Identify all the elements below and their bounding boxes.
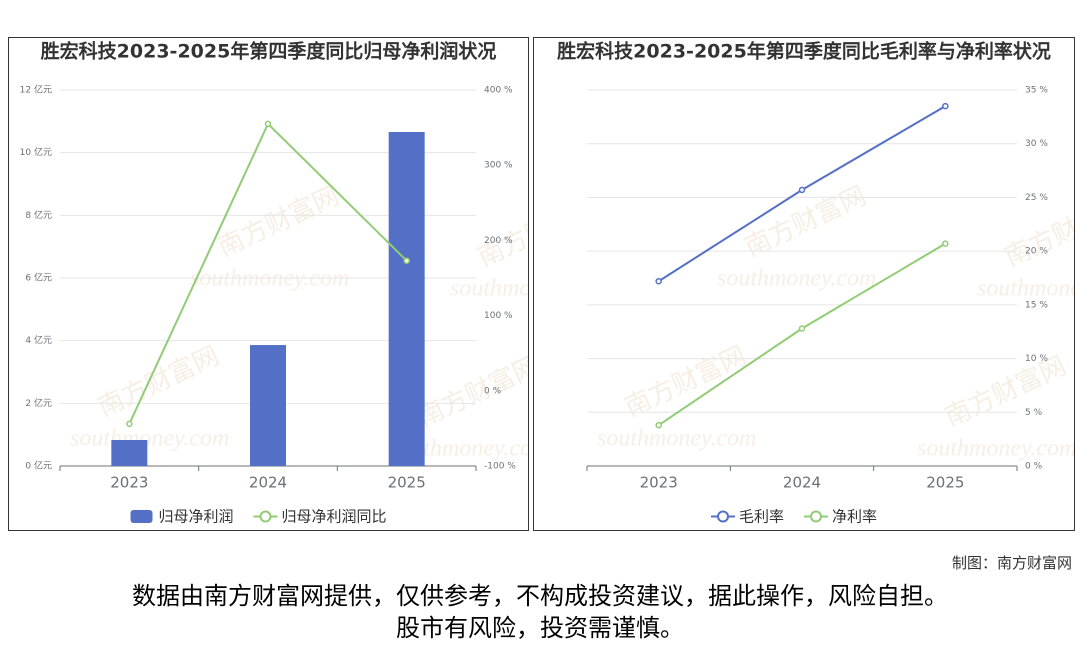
y2-tick-label: -100 %	[484, 462, 516, 472]
legend-swatch	[717, 510, 729, 523]
y2-tick-label: 400 %	[484, 86, 513, 96]
y-tick-label: 4 亿元	[25, 334, 52, 346]
credit: 制图：南方财富网	[951, 554, 1072, 572]
line-point	[942, 240, 949, 247]
y2-tick-label: 300 %	[484, 161, 513, 171]
line-point	[655, 421, 662, 429]
y2-tick-label: 0 %	[484, 386, 502, 396]
y-tick-label: 12 亿元	[20, 84, 52, 96]
y-tick-label: 0 亿元	[25, 460, 52, 472]
chart-title: 胜宏科技2023-2025年第四季度同比归母净利润状况	[41, 40, 497, 63]
y-tick-label: 10 亿元	[20, 146, 52, 158]
y-tick-label: 0 %	[1025, 462, 1043, 472]
line-point	[798, 325, 806, 332]
chart: 南方财富网 southmoney.com 南方财富网 southmoney.com 南方…	[20, 40, 609, 526]
y2-tick-label: 200 %	[484, 236, 513, 246]
line-point	[798, 186, 806, 194]
legend-label: 净利率	[832, 508, 877, 526]
x-tick-label: 2023	[640, 474, 678, 492]
legend-swatch	[259, 510, 272, 523]
chart-frame	[533, 37, 1075, 531]
watermark: southmoney.com	[450, 276, 609, 302]
line-point	[126, 420, 133, 428]
legend-label: 归母净利润同比	[282, 508, 387, 526]
watermark: southmoney.com	[717, 266, 876, 292]
y-tick-label: 2 亿元	[25, 397, 52, 409]
charts: 南方财富网 southmoney.com 南方财富网 southmoney.com 南方…	[8, 37, 1080, 531]
line-point	[655, 277, 662, 285]
legend-swatch	[810, 510, 822, 523]
chart-title: 胜宏科技2023-2025年第四季度同比毛利率与净利率状况	[557, 40, 1051, 63]
watermark: southmoney.com	[190, 266, 349, 292]
x-tick-label: 2024	[249, 474, 287, 492]
line-point	[264, 120, 272, 128]
legend-label: 归母净利润	[159, 508, 234, 526]
x-tick-label: 2023	[110, 474, 148, 492]
chart: 南方财富网 southmoney.com 南方财富网 southmoney.com 南方…	[557, 40, 1080, 526]
watermark: 南方财富网	[473, 191, 604, 273]
y-tick-label: 15 %	[1025, 300, 1048, 310]
chart-frame	[8, 37, 529, 531]
bar	[250, 345, 286, 466]
disclaimer-line: 数据由南方财富网提供，仅供参考，不构成投资建议，据此操作，风险自担。	[132, 582, 948, 610]
watermark: 南方财富网	[213, 181, 344, 263]
x-tick-label: 2025	[388, 474, 426, 492]
disclaimer-line: 股市有风险，投资需谨慎。	[396, 614, 684, 642]
watermark: southmoney.com	[917, 436, 1076, 462]
legend-swatch	[130, 510, 153, 523]
y-tick-label: 35 %	[1025, 86, 1048, 96]
watermark: 南方财富网	[1000, 191, 1080, 273]
line	[658, 105, 946, 283]
watermark: 南方财富网	[620, 341, 751, 423]
y-tick-label: 10 %	[1025, 354, 1048, 364]
x-tick-label: 2024	[783, 474, 821, 492]
y-tick-label: 30 %	[1025, 139, 1048, 149]
watermark: 南方财富网	[413, 351, 544, 433]
watermark: southmoney.com	[597, 426, 756, 452]
bar	[388, 131, 425, 466]
watermark: southmoney.com	[70, 426, 229, 452]
disclaimer: 数据由南方财富网提供，仅供参考，不构成投资建议，据此操作，风险自担。 股市有风险…	[0, 580, 1080, 644]
watermark: southmoney.com	[977, 276, 1080, 302]
y-tick-label: 6 亿元	[25, 272, 52, 284]
line-point	[403, 257, 410, 264]
y-tick-label: 8 亿元	[25, 209, 52, 221]
watermark: 南方财富网	[93, 341, 224, 423]
y-tick-label: 5 %	[1025, 408, 1043, 418]
x-tick-label: 2025	[926, 474, 964, 492]
watermark: 南方财富网	[940, 351, 1071, 433]
line-point	[942, 102, 949, 110]
bar	[111, 439, 148, 466]
y-tick-label: 25 %	[1025, 193, 1048, 203]
legend-label: 毛利率	[739, 508, 784, 526]
y2-tick-label: 100 %	[484, 311, 513, 321]
y-tick-label: 20 %	[1025, 247, 1048, 257]
